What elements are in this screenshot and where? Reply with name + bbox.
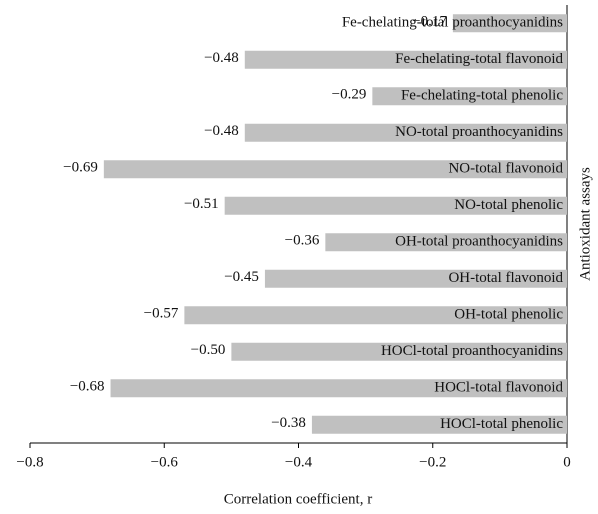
value-label: −0.50 xyxy=(191,342,226,358)
value-label: −0.48 xyxy=(204,123,239,139)
value-label: −0.68 xyxy=(70,379,105,395)
bar xyxy=(452,14,567,33)
bar xyxy=(244,50,568,69)
value-label: −0.17 xyxy=(412,14,447,30)
bar xyxy=(325,233,567,252)
bar xyxy=(231,342,567,361)
x-tick-label: 0 xyxy=(563,454,571,470)
value-label: −0.57 xyxy=(144,306,179,322)
x-tick-label: −0.2 xyxy=(419,454,446,470)
bar xyxy=(103,160,568,179)
bar xyxy=(264,269,567,288)
bar xyxy=(244,123,568,142)
bar xyxy=(184,306,567,325)
category-label: HOCl-total proanthocyanidins xyxy=(381,343,563,359)
x-axis-label: Correlation coefficient, r xyxy=(224,491,372,507)
category-label: NO-total phenolic xyxy=(454,197,563,213)
category-label: OH-total flavonoid xyxy=(448,270,563,286)
category-label: Fe-chelating-total flavonoid xyxy=(395,51,563,67)
bar xyxy=(372,87,567,106)
value-label: −0.29 xyxy=(332,87,367,103)
category-label: Fe-chelating-total phenolic xyxy=(401,88,563,104)
x-tick-label: −0.8 xyxy=(16,454,43,470)
category-label: OH-total proanthocyanidins xyxy=(395,234,563,250)
category-label: OH-total phenolic xyxy=(454,307,563,323)
category-label: HOCl-total phenolic xyxy=(440,416,563,432)
x-tick-label: −0.6 xyxy=(151,454,179,470)
value-label: −0.45 xyxy=(224,269,259,285)
value-label: −0.38 xyxy=(271,415,306,431)
x-tick-label: −0.4 xyxy=(285,454,313,470)
category-label: HOCl-total flavonoid xyxy=(434,380,563,396)
bar xyxy=(110,379,568,398)
value-label: −0.48 xyxy=(204,50,239,66)
y-axis-label: Antioxidant assays xyxy=(577,167,593,281)
value-label: −0.69 xyxy=(63,160,98,176)
bar xyxy=(311,415,567,434)
bar xyxy=(224,196,567,215)
category-label: NO-total flavonoid xyxy=(448,161,563,177)
value-label: −0.51 xyxy=(184,196,219,212)
value-label: −0.36 xyxy=(285,233,320,249)
category-label: NO-total proanthocyanidins xyxy=(395,124,563,140)
category-label: Fe-chelating-total proanthocyanidins xyxy=(342,15,563,31)
